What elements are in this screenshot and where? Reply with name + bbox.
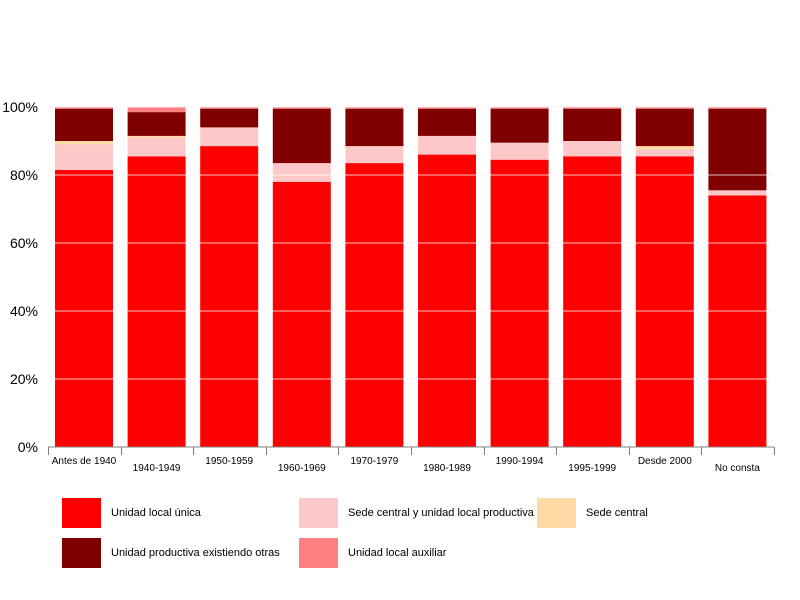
bar-segment-7-series-2 (490, 142, 549, 160)
x-tick-label: Desde 2000 (638, 456, 692, 467)
bar-segment-8-series-4 (563, 108, 622, 141)
bar-segment-7-series-4 (490, 108, 549, 143)
legend-label: Unidad local auxiliar (348, 547, 447, 559)
x-tick-label: 1960-1969 (278, 463, 326, 474)
legend-swatch (62, 498, 101, 528)
bar-segment-8-series-5 (563, 107, 622, 109)
bar-segment-5-series-2 (345, 146, 404, 164)
axes: 0% 20% 40% 60% 80% 100% Antes de 1940 1940-1949… (2, 99, 775, 474)
bar-segment-4-series-4 (272, 108, 331, 164)
bar-segment-10-series-1 (708, 195, 767, 447)
y-tick-label: 20% (10, 371, 38, 387)
bar-segment-6-series-4 (418, 108, 476, 136)
bar-segment-9-series-2 (635, 149, 694, 157)
bar-segment-7-series-5 (490, 107, 549, 109)
bar-segment-3-series-2 (200, 127, 259, 147)
legend-item: Unidad local única (62, 498, 201, 528)
bar-segment-1-series-4 (55, 108, 113, 141)
bar-segment-1-series-5 (55, 107, 113, 109)
legend-swatch (62, 538, 101, 568)
bar-segment-3-series-5 (200, 107, 259, 109)
x-tick-label: 1940-1949 (133, 463, 181, 474)
legend-swatch (299, 538, 338, 568)
bar-segment-9-series-4 (635, 108, 694, 147)
bar-segment-5-series-5 (345, 107, 404, 109)
bar-segment-2-series-1 (127, 156, 186, 448)
x-tick-label: Antes de 1940 (52, 456, 117, 467)
bar-segment-1-series-2 (55, 144, 113, 170)
bar-segment-9-series-1 (635, 156, 694, 448)
legend-label: Unidad local única (111, 507, 201, 519)
legend-label: Sede central y unidad local productiva (348, 507, 534, 519)
legend-label: Unidad productiva existiendo otras (111, 547, 280, 559)
bar-segment-8-series-2 (563, 141, 622, 157)
bar-segment-5-series-4 (345, 108, 404, 147)
bar-segment-2-series-5 (127, 107, 186, 113)
bar-segment-10-series-5 (708, 107, 767, 109)
bar-segment-3-series-4 (200, 108, 259, 128)
bar-segment-8-series-1 (563, 156, 622, 448)
bar-segment-9-series-5 (635, 107, 694, 109)
y-tick-label: 40% (10, 303, 38, 319)
legend-item: Sede central (537, 498, 648, 528)
bars (55, 107, 767, 448)
bar-segment-10-series-4 (708, 108, 767, 191)
x-tick-label: 1995-1999 (568, 463, 616, 474)
bar-segment-6-series-5 (418, 107, 476, 109)
x-tick-label: 1970-1979 (350, 456, 398, 467)
bar-segment-10-series-2 (708, 190, 767, 196)
stacked-bar-chart: 0% 20% 40% 60% 80% 100% Antes de 1940 1940-1949… (2, 99, 775, 474)
y-tick-label: 60% (10, 235, 38, 251)
y-tick-label: 100% (2, 99, 38, 115)
bar-segment-4-series-2 (272, 163, 331, 182)
bar-segment-1-series-1 (55, 169, 113, 447)
legend-label: Sede central (586, 507, 648, 519)
y-tick-label: 0% (18, 439, 38, 455)
legend-swatch (537, 498, 576, 528)
bar-segment-9-series-3 (635, 146, 694, 150)
legend-swatch (299, 498, 338, 528)
x-tick-label: No consta (715, 463, 760, 474)
bar-segment-4-series-1 (272, 181, 331, 448)
x-tick-label: 1990-1994 (496, 456, 544, 467)
bar-segment-1-series-3 (55, 141, 113, 145)
legend-item: Unidad local auxiliar (299, 538, 446, 568)
bar-segment-5-series-1 (345, 163, 404, 447)
bar-segment-2-series-4 (127, 112, 186, 136)
bar-segment-2-series-3 (127, 135, 186, 138)
x-tick-label: 1950-1959 (205, 456, 253, 467)
bar-segment-6-series-2 (418, 135, 476, 155)
legend-item: Sede central y unidad local productiva (299, 498, 534, 528)
bar-segment-2-series-2 (127, 137, 186, 157)
bar-segment-3-series-1 (200, 146, 259, 447)
y-tick-label: 80% (10, 167, 38, 183)
bar-segment-6-series-1 (418, 154, 476, 447)
legend-item: Unidad productiva existiendo otras (62, 538, 280, 568)
x-tick-label: 1980-1989 (423, 463, 471, 474)
bar-segment-4-series-5 (272, 107, 331, 109)
bar-segment-7-series-1 (490, 159, 549, 447)
